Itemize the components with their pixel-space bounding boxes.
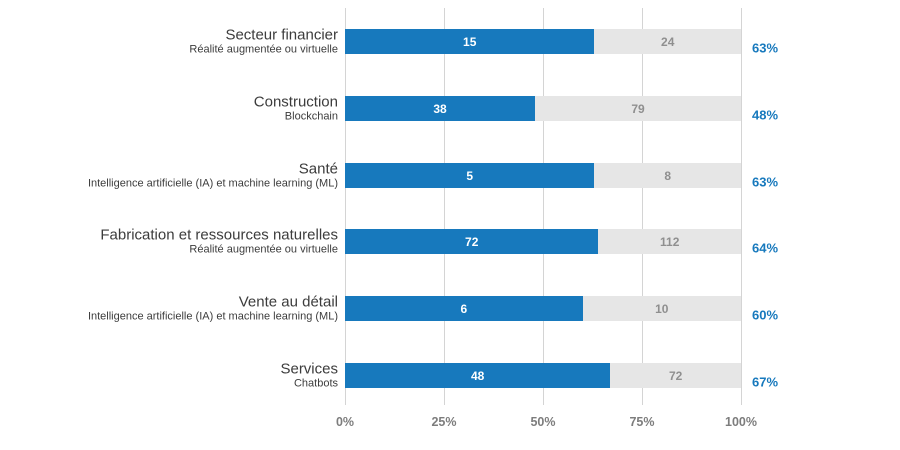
- bar-track: 6 10: [345, 296, 741, 321]
- category-label: Vente au détail Intelligence artificiell…: [88, 294, 338, 323]
- bar-track: 5 8: [345, 163, 741, 188]
- gridline-75: [642, 8, 643, 405]
- x-tick-50: 50%: [530, 415, 556, 429]
- chart-row-sante: Santé Intelligence artificielle (IA) et …: [0, 161, 900, 190]
- technology-name: Blockchain: [284, 110, 338, 122]
- sector-name: Santé: [298, 160, 338, 177]
- bar-remainder: 112: [598, 229, 741, 254]
- gridline-50: [543, 8, 544, 405]
- x-tick-100: 100%: [725, 415, 757, 429]
- sector-name: Services: [280, 360, 338, 377]
- chart-row-secteur-financier: Secteur financier Réalité augmentée ou v…: [0, 27, 900, 56]
- x-tick-0: 0%: [335, 415, 355, 429]
- bar-remainder: 79: [535, 96, 741, 121]
- bar-fill: 6: [345, 296, 583, 321]
- percent-label: 63%: [752, 174, 779, 189]
- bar-remainder: 8: [594, 163, 741, 188]
- total-value: 8: [664, 168, 672, 183]
- technology-name: Intelligence artificielle (IA) et machin…: [87, 177, 338, 189]
- bar-fill: 72: [345, 229, 599, 254]
- category-label: Services Chatbots: [280, 361, 338, 390]
- bar-fill: 5: [345, 163, 595, 188]
- sector-name: Vente au détail: [238, 293, 338, 310]
- total-value: 79: [631, 101, 645, 116]
- gridline-25: [444, 8, 445, 405]
- technology-name: Intelligence artificielle (IA) et machin…: [87, 310, 338, 322]
- gridline-0: [345, 8, 346, 405]
- category-label: Santé Intelligence artificielle (IA) et …: [88, 161, 338, 190]
- adopted-value: 38: [433, 101, 447, 116]
- bar-fill: 38: [345, 96, 536, 121]
- bar-track: 15 24: [345, 29, 741, 54]
- total-value: 112: [660, 234, 680, 249]
- bar-remainder: 10: [583, 296, 741, 321]
- chart-row-construction: Construction Blockchain 38 79 48%: [0, 94, 900, 123]
- technology-name: Réalité augmentée ou virtuelle: [189, 43, 338, 55]
- bar-fill: 48: [345, 363, 611, 388]
- percent-label: 63%: [752, 40, 779, 55]
- bar-remainder: 24: [594, 29, 741, 54]
- total-value: 24: [661, 34, 675, 49]
- percent-label: 64%: [752, 240, 779, 255]
- gridline-100: [741, 8, 742, 405]
- chart-row-fabrication: Fabrication et ressources naturelles Réa…: [0, 227, 900, 256]
- category-label: Fabrication et ressources naturelles Réa…: [100, 227, 338, 256]
- adopted-value: 72: [465, 234, 479, 249]
- x-tick-75: 75%: [629, 415, 655, 429]
- technology-name: Réalité augmentée ou virtuelle: [189, 243, 338, 255]
- bar-fill: 15: [345, 29, 595, 54]
- bar-track: 38 79: [345, 96, 741, 121]
- sector-name: Construction: [253, 93, 338, 110]
- total-value: 10: [655, 301, 669, 316]
- adopted-value: 6: [460, 301, 468, 316]
- percent-label: 60%: [752, 307, 779, 322]
- adopted-value: 15: [463, 34, 477, 49]
- bar-track: 72 112: [345, 229, 741, 254]
- x-tick-25: 25%: [431, 415, 457, 429]
- bar-remainder: 72: [610, 363, 741, 388]
- adopted-value: 5: [466, 168, 474, 183]
- adopted-value: 48: [470, 368, 485, 383]
- category-label: Construction Blockchain: [254, 94, 338, 123]
- percent-label: 48%: [752, 107, 779, 122]
- sector-name: Fabrication et ressources naturelles: [100, 226, 338, 243]
- chart-row-vente-au-detail: Vente au détail Intelligence artificiell…: [0, 294, 900, 323]
- total-value: 72: [668, 368, 683, 383]
- percent-label: 67%: [752, 374, 779, 389]
- category-label: Secteur financier Réalité augmentée ou v…: [189, 27, 338, 56]
- bar-track: 48 72: [345, 363, 741, 388]
- technology-name: Chatbots: [293, 377, 338, 389]
- sector-name: Secteur financier: [225, 26, 338, 43]
- chart-row-services: Services Chatbots 48 72 67%: [0, 361, 900, 390]
